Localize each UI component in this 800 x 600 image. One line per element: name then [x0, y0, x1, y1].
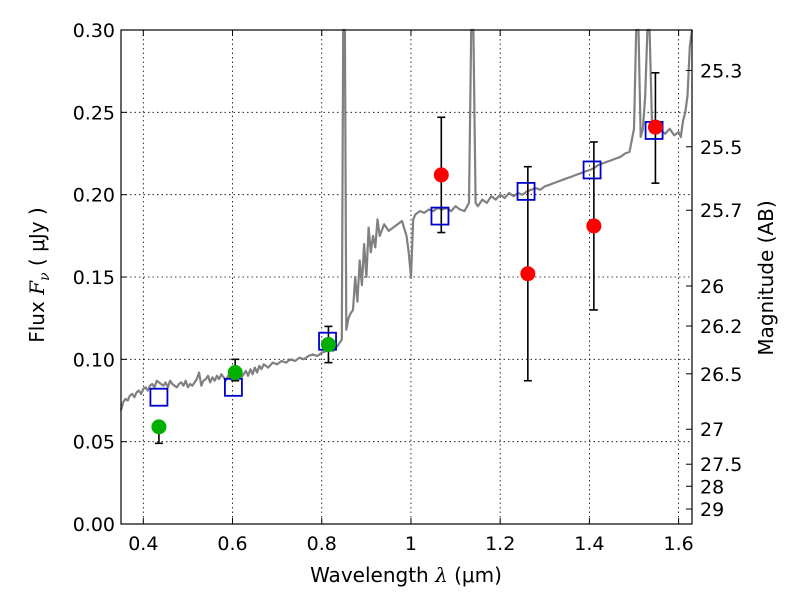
right-axis-label: Magnitude (AB)	[754, 200, 778, 355]
template-spectrum-line	[119, 28, 694, 411]
x-tick-label: 0.4	[128, 533, 158, 555]
model-box-marker	[149, 387, 169, 407]
template-spectrum	[119, 28, 694, 411]
photometry-points	[151, 119, 663, 435]
tick-labels: 0.4 0.6 0.8 1 1.2 1.4 1.6 0.00 0.05 0.10 0.15 0.20 0…	[73, 20, 743, 555]
mag-tick-label: 25.5	[700, 137, 742, 159]
grid-lines	[121, 29, 692, 525]
model-box-marker	[430, 206, 450, 226]
photometry-point	[520, 266, 536, 282]
y-tick-label: 0.00	[73, 514, 115, 536]
mag-tick-label: 27	[700, 419, 724, 441]
error-bars	[154, 72, 660, 445]
photometry-point	[586, 218, 602, 234]
y-tick-label: 0.05	[73, 432, 115, 454]
x-tick-label: 1.4	[574, 533, 604, 555]
mag-tick-label: 27.5	[700, 454, 742, 476]
mag-tick-label: 26.5	[700, 364, 742, 386]
photometry-point	[320, 337, 336, 353]
x-tick-label: 1	[405, 533, 417, 555]
mag-tick-label: 29	[700, 499, 724, 521]
mag-tick-label: 26.2	[700, 316, 742, 338]
y-tick-label: 0.30	[73, 20, 115, 42]
y-tick-label: 0.20	[73, 185, 115, 207]
photometry-point	[227, 365, 243, 381]
y-tick-label: 0.10	[73, 349, 115, 371]
y-tick-label: 0.25	[73, 102, 115, 124]
model-box-marker	[516, 181, 536, 201]
photometry-point	[433, 167, 449, 183]
y-tick-label: 0.15	[73, 267, 115, 289]
axis-ticks	[121, 29, 692, 525]
model-box-marker	[582, 160, 602, 180]
x-tick-label: 1.2	[485, 533, 515, 555]
mag-tick-label: 25.3	[700, 60, 742, 82]
x-tick-label: 1.6	[664, 533, 694, 555]
photometry-point	[151, 419, 167, 435]
x-tick-label: 0.6	[217, 533, 247, 555]
y-axis-label: Flux Fν ( μJy )	[25, 207, 53, 343]
mag-tick-label: 26	[700, 276, 724, 298]
photometry-point	[647, 119, 663, 135]
model-boxes	[149, 121, 664, 407]
x-axis-label: Wavelength λ (μm)	[310, 563, 502, 587]
mag-tick-label: 28	[700, 476, 724, 498]
mag-tick-label: 25.7	[700, 200, 742, 222]
x-tick-label: 0.8	[307, 533, 337, 555]
